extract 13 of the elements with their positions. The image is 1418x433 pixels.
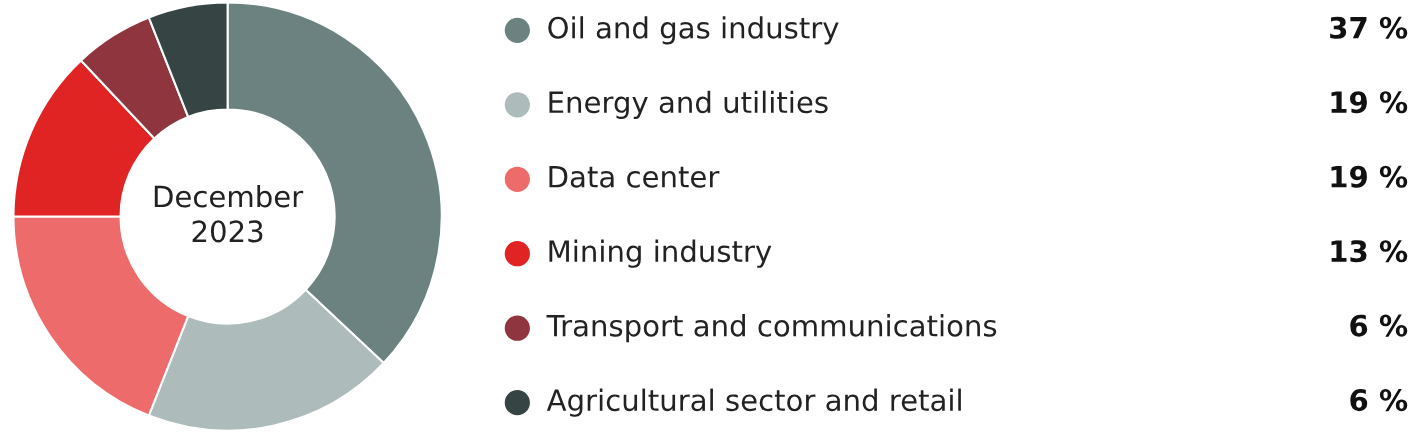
legend-label: Oil and gas industry bbox=[548, 16, 839, 45]
data-label: 37 % bbox=[1330, 16, 1408, 39]
legend-label: Mining industry bbox=[549, 239, 772, 268]
data-label: 13 % bbox=[1331, 240, 1408, 263]
legend-label: Agricultural sector and retail bbox=[546, 388, 961, 417]
text: December 2023 bbox=[154, 184, 304, 243]
data-label: 6 % bbox=[1350, 314, 1408, 337]
legend-label: Energy and utilities bbox=[549, 90, 828, 119]
legend-label: Data center bbox=[549, 166, 720, 188]
data-label: 19 % bbox=[1331, 165, 1408, 188]
legend-label: Transport and communications bbox=[546, 314, 997, 343]
data-label: 6 % bbox=[1350, 389, 1408, 412]
data-label: 19 % bbox=[1331, 91, 1408, 114]
